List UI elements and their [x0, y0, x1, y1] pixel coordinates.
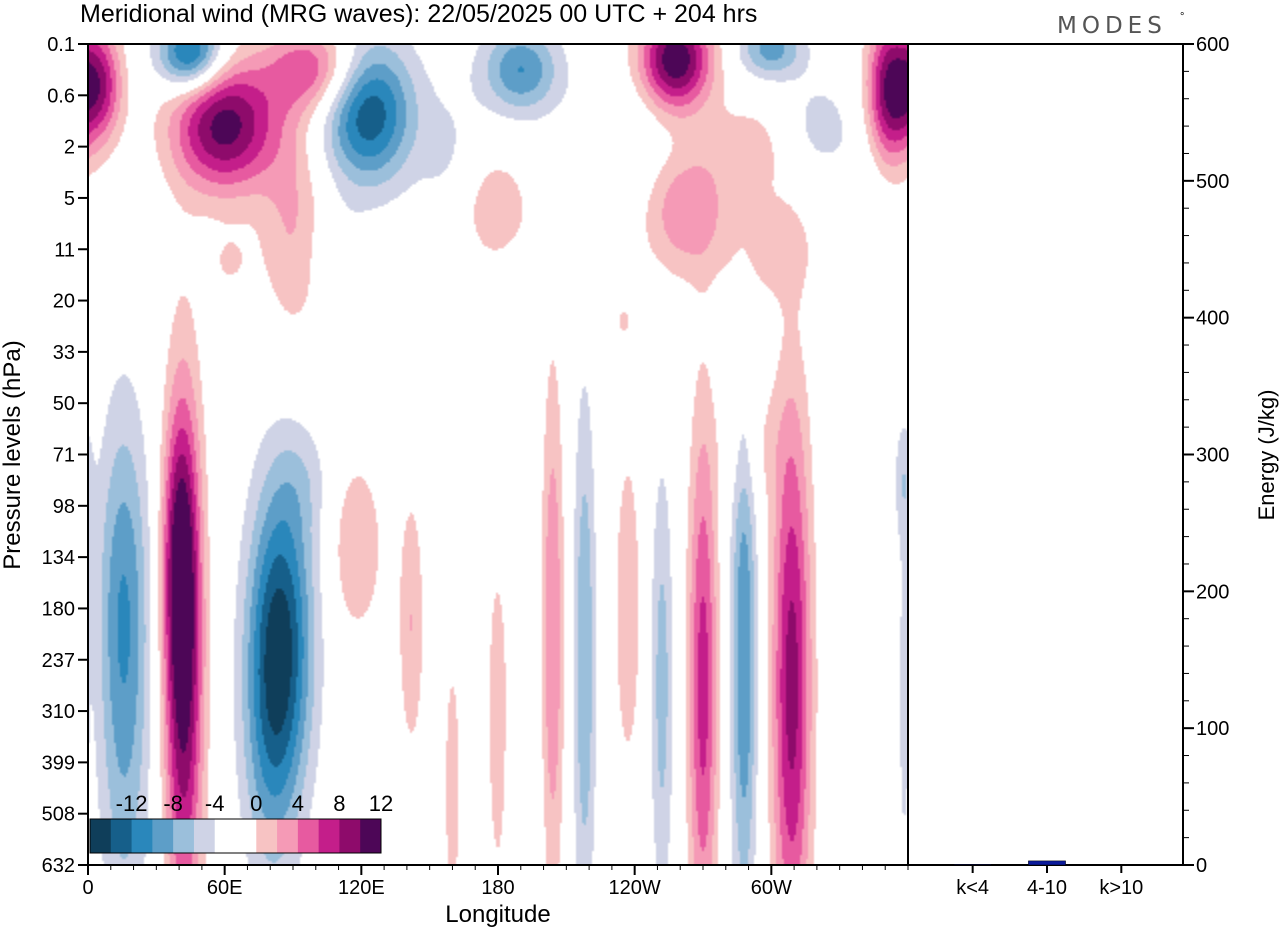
y-tick-label: 33	[53, 342, 75, 364]
colorbar-swatch	[152, 819, 174, 853]
x-axis-label: Longitude	[445, 901, 550, 928]
colorbar-swatch	[235, 819, 257, 853]
modes-logo-mark: °	[1180, 11, 1184, 23]
y-tick-label: 0.6	[47, 85, 75, 107]
colorbar-swatch	[214, 819, 236, 853]
x-tick-label: 60W	[751, 877, 792, 899]
energy-panel: k<4 4-10 k>10 0 100 200 300 400 500 600 Energy (…	[907, 34, 1279, 899]
colorbar-swatch	[110, 819, 133, 853]
y-tick-label: 310	[42, 701, 75, 723]
energy-bar	[1028, 860, 1066, 866]
x-tick-label: 120W	[609, 877, 661, 899]
colorbar-label: 8	[333, 791, 345, 816]
colorbar-swatch	[90, 819, 112, 853]
colorbar-label: 4	[292, 791, 304, 816]
colorbar-label: -4	[205, 791, 225, 816]
y-tick-label: 399	[42, 752, 75, 774]
y-tick-label: 50	[53, 393, 75, 415]
colorbar: -12 -8 -4 0 4 8 12	[89, 791, 393, 854]
contour-plot	[87, 43, 909, 866]
energy-bars: k<4 4-10 k>10	[953, 860, 1143, 899]
y-tick-label: 134	[42, 547, 75, 569]
colorbar-swatch	[360, 819, 382, 853]
y-tick-label: 508	[42, 804, 75, 826]
colorbar-frame	[89, 818, 382, 854]
y-tick-label: 98	[53, 496, 75, 518]
energy-axis: 0 100 200 300 400 500 600	[1183, 34, 1229, 877]
chart-title: Meridional wind (MRG waves): 22/05/2025 …	[80, 0, 757, 28]
y-tick-label: 71	[53, 445, 75, 467]
energy-tick-label: 300	[1196, 445, 1229, 467]
x-tick-label: 180	[481, 877, 514, 899]
energy-category-label: 4-10	[1027, 877, 1067, 899]
colorbar-swatch	[339, 819, 361, 853]
colorbar-swatch	[256, 819, 278, 853]
y-tick-label: 237	[42, 650, 75, 672]
colorbar-label: 0	[250, 791, 262, 816]
energy-tick-label: 0	[1196, 855, 1207, 877]
colorbar-swatch	[131, 819, 153, 853]
energy-tick-label: 600	[1196, 34, 1229, 56]
colorbar-swatch	[297, 819, 320, 853]
colorbar-swatch	[173, 819, 195, 853]
y-tick-label: 632	[42, 855, 75, 877]
x-axis: 0 60E 120E 180 120W 60W	[82, 865, 909, 899]
colorbar-label: 12	[369, 791, 393, 816]
y-tick-label: 180	[42, 598, 75, 620]
y-tick-label: 0.1	[47, 34, 75, 56]
energy-category-label: k>10	[1099, 877, 1143, 899]
energy-tick-label: 400	[1196, 308, 1229, 330]
x-tick-label: 0	[82, 877, 93, 899]
energy-tick-label: 100	[1196, 718, 1229, 740]
energy-frame	[907, 43, 1184, 866]
y-tick-label: 5	[64, 188, 75, 210]
energy-axis-label: Energy (J/kg)	[1254, 390, 1279, 521]
energy-bar	[953, 864, 992, 866]
energy-category-label: k<4	[956, 877, 989, 899]
wind-field-image	[88, 44, 908, 865]
y-tick-label: 11	[54, 239, 75, 261]
y-tick-label: 2	[64, 137, 75, 159]
colorbar-swatch	[318, 819, 340, 853]
y-tick-label: 20	[53, 291, 75, 313]
y-axis: 0.1 0.6 2 5 11 20 33 50 71 98 134 180 237 310 399 508 63…	[42, 34, 88, 877]
x-tick-label: 60E	[207, 877, 243, 899]
energy-tick-label: 500	[1196, 171, 1229, 193]
colorbar-swatch	[277, 819, 299, 853]
y-axis-label: Pressure levels (hPa)	[0, 340, 26, 569]
modes-logo: MODES	[1057, 13, 1167, 39]
x-tick-label: 120E	[338, 877, 385, 899]
colorbar-label: -8	[163, 791, 183, 816]
colorbar-swatch	[193, 819, 216, 853]
colorbar-label: -12	[116, 791, 148, 816]
energy-tick-label: 200	[1196, 581, 1229, 603]
